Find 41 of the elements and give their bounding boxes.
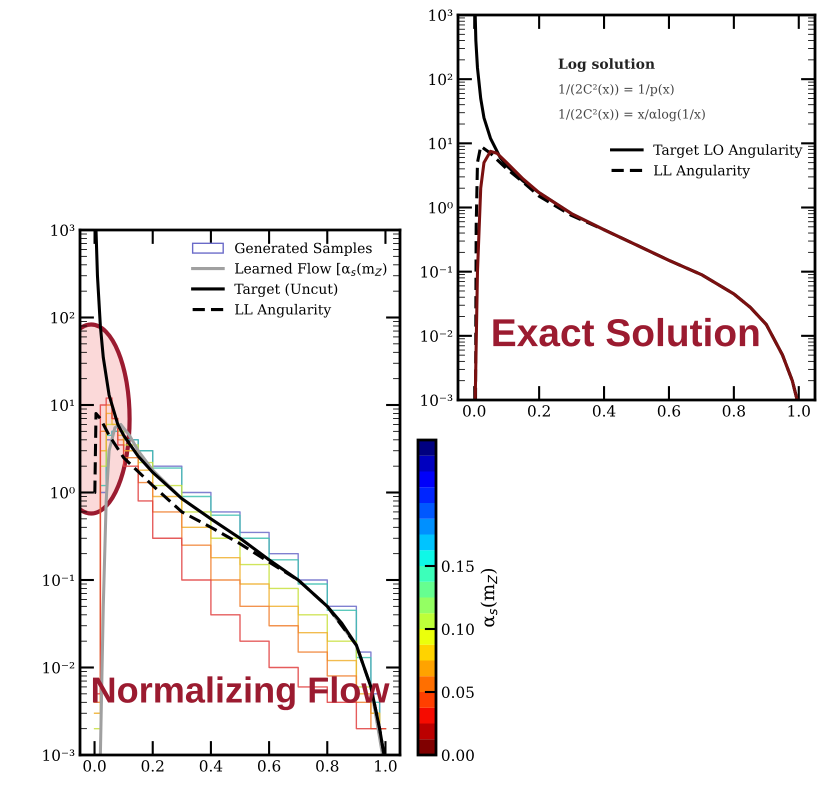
annotation: Log solution	[558, 58, 655, 72]
color-bar-title: α$_{s}$(m$_{Z}$)	[480, 569, 498, 627]
color-bar-label: 0.15	[442, 560, 474, 572]
x-tick-label: 0.2	[142, 760, 164, 772]
annotation: Exact Solution	[493, 318, 758, 346]
y-tick-label: 10³	[429, 9, 452, 22]
y-tick-label: 10²	[51, 312, 74, 324]
x-tick-label: 1.0	[788, 405, 810, 417]
color-bar-label: 0.00	[442, 749, 474, 762]
y-tick-label: 10⁻²	[421, 330, 452, 342]
x-tick-label: 0.8	[316, 760, 338, 772]
x-tick-label: 0.8	[722, 405, 745, 417]
y-tick-label: 10¹	[51, 399, 74, 412]
x-tick-label: 0.4	[592, 405, 616, 417]
x-tick-label: 1.0	[375, 760, 397, 772]
x-tick-label: 0.6	[258, 760, 280, 772]
legend-label: Target (Uncut)	[234, 283, 338, 297]
x-tick-label: 0.6	[658, 405, 680, 417]
x-tick-label: 0.2	[528, 405, 550, 417]
legend-label: LL Angularity	[235, 304, 332, 318]
y-tick-label: 10⁻¹	[43, 574, 74, 586]
y-tick-label: 10⁰	[51, 486, 75, 499]
legend-label: Generated Samples	[235, 242, 372, 256]
color-bar-label: 0.10	[442, 623, 474, 636]
y-tick-label: 10⁻²	[43, 662, 74, 674]
y-tick-label: 10⁻³	[421, 394, 452, 406]
legend-label: LL Angularity	[654, 164, 750, 178]
annotation: 1/(2C²(x)) = 1/p(x)	[559, 84, 674, 96]
legend-label: Learned Flow [α$_{s}$(m$_{Z}$)	[235, 262, 386, 276]
y-tick-label: 10⁰	[429, 202, 453, 214]
y-tick-label: 10⁻³	[43, 749, 74, 762]
x-tick-label: 0.0	[83, 760, 106, 772]
y-tick-label: 10²	[429, 74, 452, 86]
y-tick-label: 10¹	[429, 138, 452, 150]
y-tick-label: 10⁻¹	[421, 266, 452, 278]
x-tick-label: 0.0	[463, 405, 486, 417]
y-tick-label: 10³	[51, 224, 74, 236]
annotation: 1/(2C²(x)) = x/αlog(1/x)	[559, 108, 705, 122]
color-bar-label: 0.05	[442, 686, 474, 698]
x-tick-label: 0.4	[200, 760, 222, 772]
legend-label: Target LO Angularity	[653, 144, 802, 158]
